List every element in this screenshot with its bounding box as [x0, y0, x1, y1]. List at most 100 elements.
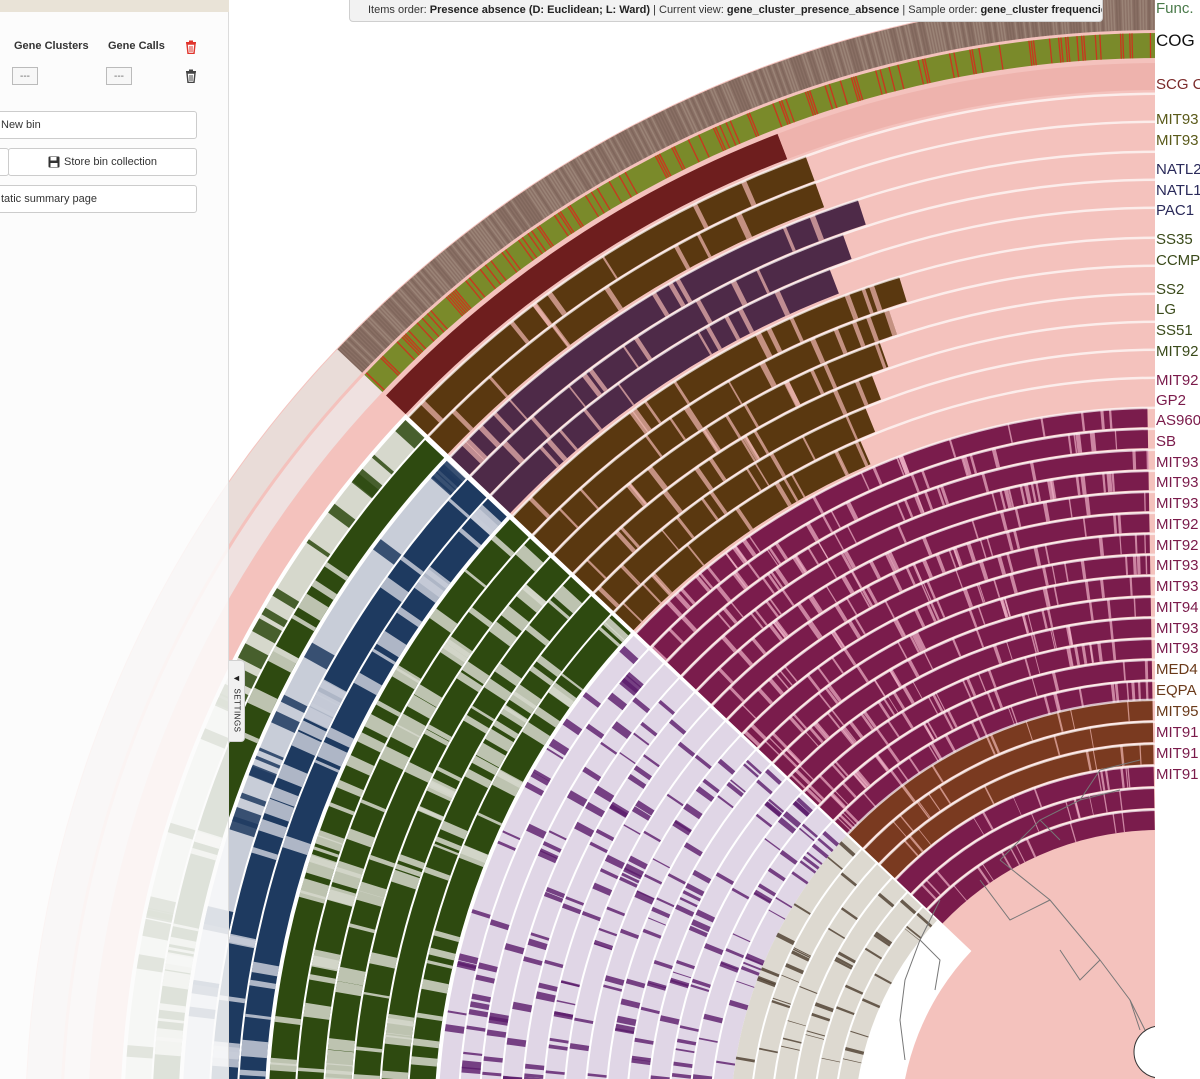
layer-segment [631, 1058, 651, 1066]
panel-top-strip [0, 0, 229, 12]
layer-label[interactable]: MIT91 [1156, 745, 1199, 762]
layer-label[interactable]: MIT93 [1156, 474, 1199, 491]
collapse-arrow-icon: ◄ [232, 673, 241, 683]
layer-segment [449, 293, 467, 314]
layer-segment [1104, 769, 1110, 790]
layer-segment [807, 621, 821, 640]
layer-segment [1106, 0, 1110, 32]
magenta-band-3 [680, 469, 1160, 690]
layer-label[interactable]: MIT93 [1156, 132, 1199, 149]
new-bin-button[interactable]: New bin [0, 111, 197, 139]
layer-segment [835, 43, 847, 77]
layer-segment [785, 963, 804, 975]
layer-segment [1132, 450, 1137, 470]
layer-label[interactable]: MIT93 [1156, 495, 1199, 512]
layer-label[interactable]: MIT93 [1156, 578, 1199, 595]
layer-segment [968, 609, 978, 628]
layer-label[interactable]: GP2 [1156, 392, 1187, 409]
layer-segment [669, 719, 687, 735]
layer-segment [1098, 536, 1105, 557]
layer-segment [907, 659, 920, 678]
layer-segment [637, 122, 655, 154]
layer-segment [558, 429, 578, 451]
store-bin-collection-button[interactable]: Store bin collection [8, 148, 197, 176]
layer-segment [568, 385, 586, 408]
layer-label[interactable]: MIT93 [1156, 557, 1199, 574]
layer-label[interactable]: NATL2 [1156, 161, 1200, 178]
layer-segment [435, 464, 463, 491]
delete-all-bins-icon[interactable] [185, 40, 197, 54]
layer-segment [701, 497, 719, 521]
layer-label[interactable]: MED4 [1156, 661, 1198, 678]
layer-segment [732, 545, 748, 564]
layer-segment [479, 222, 501, 251]
layer-segment [1009, 846, 1021, 866]
layer-segment [854, 617, 866, 635]
layer-segment [730, 601, 744, 618]
layer-label[interactable]: MIT93 [1156, 620, 1199, 637]
layer-label[interactable]: SS51 [1156, 322, 1193, 339]
layer-label[interactable]: NATL1 [1156, 182, 1200, 199]
layer-label[interactable]: COG [1156, 31, 1195, 50]
layer-segment [854, 441, 869, 467]
layer-segment [608, 750, 770, 1079]
layer-segment [768, 798, 785, 813]
layer-segment [327, 1038, 355, 1052]
layer-label[interactable]: SS35 [1156, 231, 1193, 248]
layer-segment [896, 502, 906, 521]
layer-segment [548, 686, 574, 708]
layer-segment [476, 742, 506, 768]
layer-segment [942, 712, 954, 730]
layer-segment [557, 212, 573, 234]
layer-segment [727, 380, 743, 405]
layer-segment [280, 694, 308, 713]
layer-label[interactable]: MIT91 [1156, 766, 1199, 783]
layer-segment [784, 59, 797, 93]
layer-label[interactable]: MIT93 [1156, 454, 1199, 471]
layer-segment [623, 824, 641, 835]
static-summary-button[interactable]: tatic summary page [0, 185, 197, 213]
layer-segment [335, 860, 364, 879]
layer-segment [788, 716, 805, 733]
layer-segment [899, 899, 917, 915]
delete-bin-icon[interactable] [185, 69, 197, 83]
layer-segment [834, 790, 849, 805]
layer-label[interactable]: SCG C [1156, 76, 1200, 93]
layer-segment [671, 105, 688, 138]
layer-segment [311, 949, 341, 970]
layer-label[interactable]: MIT91 [1156, 724, 1199, 741]
magenta-band-5 [711, 511, 1160, 719]
layer-label[interactable]: Func. [1156, 0, 1194, 17]
layer-segment [772, 997, 791, 1005]
layer-label[interactable]: SS2 [1156, 281, 1185, 298]
layer-label[interactable]: MIT92 [1156, 516, 1199, 533]
layer-segment [337, 966, 366, 986]
layer-label[interactable]: CCMP [1156, 252, 1200, 269]
layer-label[interactable]: MIT93 [1156, 111, 1199, 128]
layer-segment [1137, 681, 1141, 701]
layer-label[interactable]: AS960 [1156, 412, 1200, 429]
layer-segment [525, 189, 546, 219]
layer-segment [396, 607, 423, 628]
layer-segment [935, 870, 951, 887]
tree-branch [979, 879, 1051, 921]
layer-label[interactable]: MIT94 [1156, 599, 1199, 616]
layer-label[interactable]: MIT92 [1156, 372, 1199, 389]
layer-label[interactable]: LG [1156, 301, 1177, 318]
layer-segment [978, 584, 986, 603]
settings-toggle[interactable]: ◄ SETTINGS [229, 660, 245, 742]
layer-segment [687, 98, 704, 130]
layer-label[interactable]: MIT93 [1156, 640, 1199, 657]
layer-label[interactable]: MIT95 [1156, 703, 1199, 720]
layer-label[interactable]: EQPA [1156, 682, 1197, 699]
layer-label[interactable]: PAC1 [1156, 202, 1195, 219]
layer-label[interactable]: MIT92 [1156, 343, 1199, 360]
layer-segment [337, 0, 1160, 373]
layer-segment [874, 343, 887, 369]
layer-segment [695, 575, 711, 592]
layer-label[interactable]: SB [1156, 433, 1177, 450]
layer-segment [580, 154, 599, 185]
layer-segment [488, 376, 509, 398]
layer-label[interactable]: MIT92 [1156, 537, 1199, 554]
